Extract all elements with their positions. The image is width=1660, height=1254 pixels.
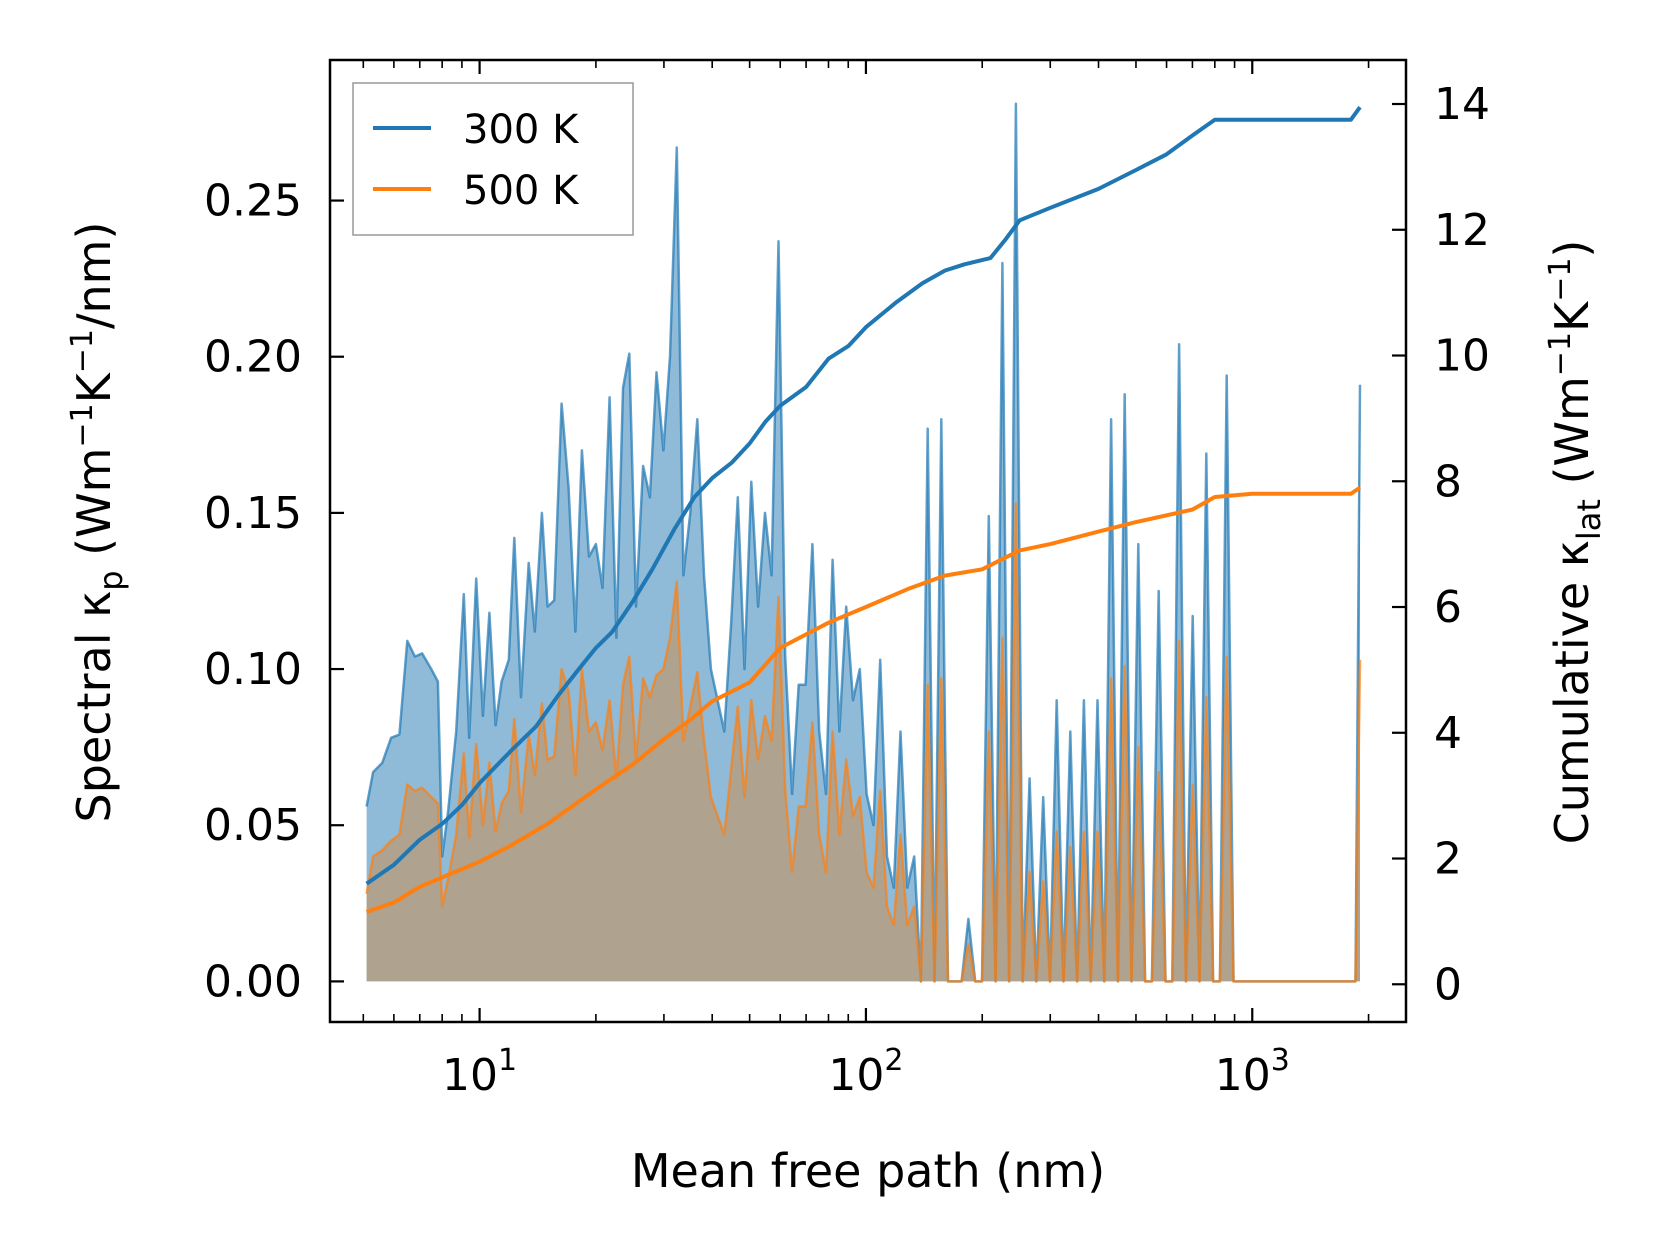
- x-axis-title: Mean free path (nm): [631, 1144, 1105, 1198]
- y-axis-left-title: Spectral κp (Wm−1K−1/nm): [65, 222, 130, 823]
- axes-border: [328, 58, 1408, 1024]
- axes-frame: 101 102 103 0.00 0.05 0.10 0.15 0.20 0.25 0 2 4 6 8 10…: [204, 58, 1490, 1101]
- y-right-tick-label: 10: [1434, 331, 1490, 382]
- legend-label-300k: 300 K: [463, 107, 580, 153]
- y-left-tick-label: 0.10: [204, 644, 302, 695]
- spectral-line-500k: [365, 502, 1362, 983]
- x-tick-label: 102: [828, 1043, 903, 1101]
- legend-label-500k: 500 K: [463, 168, 580, 214]
- legend-box: [352, 82, 634, 236]
- y-right-tick-label: 14: [1434, 79, 1490, 130]
- plot-area: [365, 102, 1362, 983]
- legend: 300 K 500 K: [352, 82, 634, 236]
- y-right-tick-label: 8: [1434, 456, 1462, 507]
- spectral-line-300k: [365, 102, 1362, 983]
- x-tick-label: 101: [442, 1043, 517, 1101]
- y-right-tick-label: 6: [1434, 582, 1462, 633]
- y-right-tick-label: 12: [1434, 205, 1490, 256]
- y-left-tick-label: 0.05: [204, 800, 302, 851]
- spectral-fill-500k: [366, 503, 1361, 982]
- y-right-tick-label: 0: [1434, 959, 1462, 1010]
- y-left-tick-label: 0.00: [204, 956, 302, 1007]
- y-right-tick-label: 2: [1434, 834, 1462, 885]
- cumulative-line-300k: [365, 106, 1362, 886]
- cumulative-line-500k: [365, 485, 1362, 914]
- y-left-tick-label: 0.20: [204, 332, 302, 383]
- y-right-tick-label: 4: [1434, 708, 1462, 759]
- y-axis-right-title: Cumulative κlat (Wm−1K−1): [1543, 240, 1608, 845]
- x-tick-label: 103: [1215, 1043, 1290, 1101]
- y-left-tick-label: 0.15: [204, 488, 302, 539]
- y-left-tick-label: 0.25: [204, 176, 302, 227]
